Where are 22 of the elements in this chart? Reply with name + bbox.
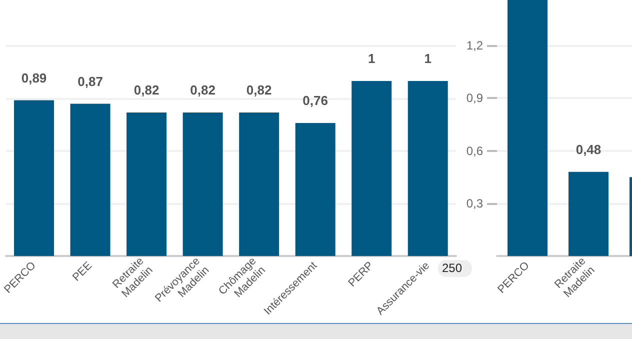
data-label: 0,89 bbox=[21, 70, 47, 86]
bar bbox=[70, 104, 110, 256]
text: 250 bbox=[442, 261, 462, 275]
bar bbox=[14, 100, 54, 256]
y-tick-label: 0,6 bbox=[466, 144, 484, 158]
bar bbox=[352, 81, 392, 256]
bar bbox=[295, 123, 336, 256]
bar bbox=[239, 112, 280, 256]
y-tick-label: 0,9 bbox=[466, 91, 484, 106]
data-label: 0,82 bbox=[246, 82, 272, 98]
data-label: 0,76 bbox=[302, 93, 328, 108]
data-label: 1 bbox=[368, 51, 376, 66]
data-label: 0,48 bbox=[576, 142, 602, 157]
data-label: 0,87 bbox=[78, 74, 103, 89]
bar bbox=[182, 112, 223, 256]
y-tick-label: 0,3 bbox=[466, 196, 484, 210]
bar bbox=[126, 112, 167, 256]
data-label: 0,82 bbox=[190, 82, 216, 98]
data-label: 1 bbox=[424, 51, 432, 66]
data-label: 0,82 bbox=[134, 82, 160, 98]
y-tick-label: 1,2 bbox=[466, 38, 484, 53]
bar bbox=[408, 81, 448, 256]
